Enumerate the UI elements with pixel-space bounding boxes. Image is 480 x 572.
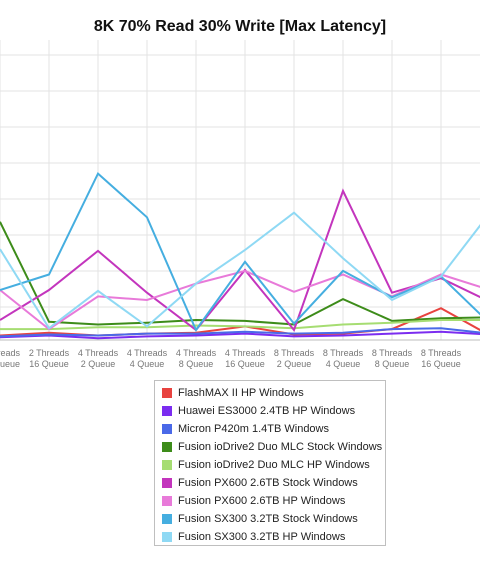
grid [0,40,480,341]
legend-label: Fusion SX300 3.2TB Stock Windows [178,513,358,525]
legend-label: Fusion ioDrive2 Duo MLC Stock Windows [178,441,383,453]
legend-label: Fusion PX600 2.6TB HP Windows [178,495,346,507]
x-tick-label: 8 Threads 16 Queue [421,348,462,369]
legend-label: Fusion PX600 2.6TB Stock Windows [178,477,358,489]
series-line-7 [0,171,480,333]
legend-item: FlashMAX II HP Windows [162,384,385,402]
legend-item: Micron P420m 1.4TB Windows [162,420,385,438]
legend-swatch [162,442,172,452]
legend-swatch [162,406,172,416]
legend-item: Fusion SX300 3.2TB HP Windows [162,528,385,546]
legend-item: Fusion SX300 3.2TB Stock Windows [162,510,385,528]
legend: FlashMAX II HP Windows Huawei ES3000 2.4T… [154,380,386,546]
legend-swatch [162,496,172,506]
legend-item: Fusion PX600 2.6TB HP Windows [162,492,385,510]
legend-label: Huawei ES3000 2.4TB HP Windows [178,405,356,417]
x-tick-label: 4 Threads 4 Queue [127,348,168,369]
legend-swatch [162,478,172,488]
series-line-8 [0,211,480,330]
x-tick-label: 4 Threads 2 Queue [78,348,119,369]
legend-swatch [162,460,172,470]
legend-label: Fusion ioDrive2 Duo MLC HP Windows [178,459,370,471]
x-tick-label: 8 Threads 8 Queue [372,348,413,369]
x-tick-label: 2 Threads 16 Queue [29,348,70,369]
legend-item: Fusion ioDrive2 Duo MLC Stock Windows [162,438,385,456]
legend-label: Micron P420m 1.4TB Windows [178,423,329,435]
legend-swatch [162,514,172,524]
x-tick-label: 4 Threads 8 Queue [176,348,217,369]
x-tick-label: 8 Threads 2 Queue [274,348,315,369]
legend-item: Huawei ES3000 2.4TB HP Windows [162,402,385,420]
x-tick-label: 8 Threads 4 Queue [323,348,364,369]
legend-label: Fusion SX300 3.2TB HP Windows [178,531,346,543]
x-tick-label: ThreadsQueue [0,348,20,369]
series-line-3 [0,221,480,326]
legend-swatch [162,532,172,542]
legend-swatch [162,388,172,398]
legend-swatch [162,424,172,434]
series-line-4 [0,319,480,331]
legend-label: FlashMAX II HP Windows [178,387,304,399]
series-lines [0,171,480,340]
chart-title: 8K 70% Read 30% Write [Max Latency] [93,18,387,35]
series-line-2 [0,327,480,338]
series-line-6 [0,269,480,331]
series-line-1 [0,330,480,340]
series-line-5 [0,188,480,333]
legend-item: Fusion ioDrive2 Duo MLC HP Windows [162,456,385,474]
x-tick-label: 4 Threads 16 Queue [225,348,266,369]
legend-item: Fusion PX600 2.6TB Stock Windows [162,474,385,492]
